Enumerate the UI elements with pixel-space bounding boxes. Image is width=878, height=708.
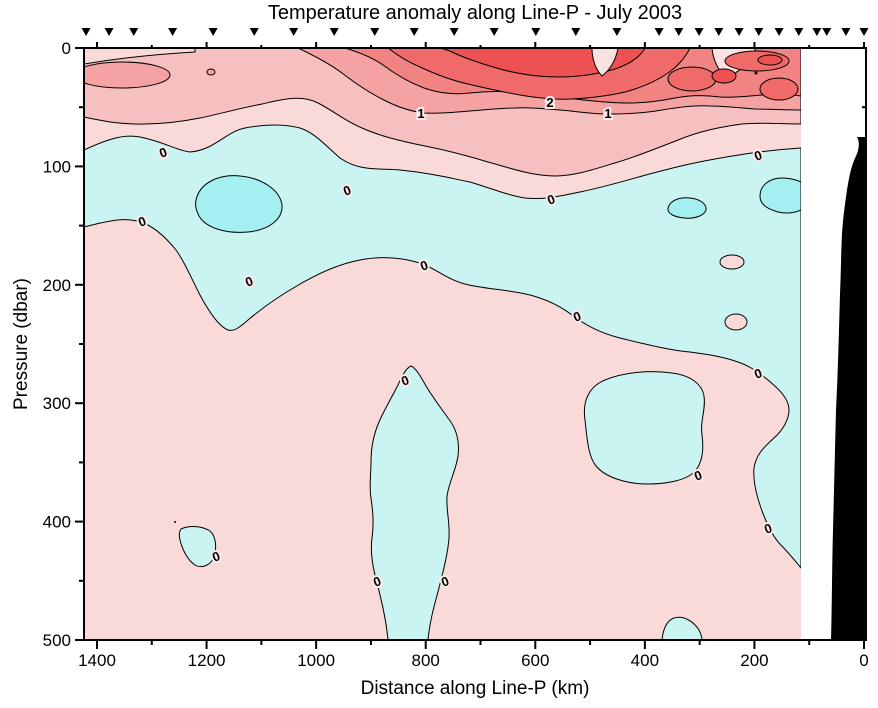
bathymetry-landmass [831, 137, 867, 640]
contour-field-group [84, 48, 801, 640]
contour-region-cyan-bottom-bump [661, 616, 703, 640]
contour-value-label: 1 [604, 106, 611, 121]
contour-region-cyan-upper-band [84, 124, 801, 569]
contour-warm-blob-r3 [667, 66, 717, 92]
contour-pink-hole-1 [719, 254, 745, 270]
station-marker-triangle-icon [694, 28, 704, 36]
station-marker-triangle-icon [794, 28, 804, 36]
station-marker-triangle-icon [449, 28, 459, 36]
contour-value-label: 1 [417, 106, 424, 121]
y-tick-label: 300 [43, 394, 71, 413]
contour-region-pale-wedge-1 [591, 48, 619, 77]
x-tick-label: 200 [740, 651, 768, 670]
contour-region-cyan-small-triangle [178, 526, 217, 568]
station-marker-triangle-icon [812, 28, 822, 36]
station-marker-triangle-icon [370, 28, 380, 36]
contour-speck-2 [174, 521, 176, 523]
contour-warm-blob-left [84, 61, 171, 89]
station-marker-triangle-icon [714, 28, 724, 36]
station-marker-triangle-icon [734, 28, 744, 36]
station-marker-triangle-icon [571, 28, 581, 36]
station-marker-triangle-icon [489, 28, 499, 36]
ticks-group [75, 42, 866, 649]
station-marker-triangle-icon [168, 28, 178, 36]
station-marker-triangle-icon [208, 28, 218, 36]
station-marker-triangle-icon [104, 28, 114, 36]
contour-value-label: 2 [546, 95, 553, 110]
x-tick-label: 1000 [297, 651, 335, 670]
y-tick-label: 400 [43, 513, 71, 532]
station-marker-triangle-icon [81, 28, 91, 36]
contour-pink-hole-2 [724, 313, 748, 331]
station-marker-triangle-icon [531, 28, 541, 36]
plot-title: Temperature anomaly along Line-P - July … [267, 2, 683, 24]
y-tick-label: 200 [43, 276, 71, 295]
x-tick-label: 0 [859, 651, 868, 670]
station-marker-triangle-icon [822, 28, 832, 36]
station-marker-triangle-icon [289, 28, 299, 36]
station-marker-triangle-icon [612, 28, 622, 36]
station-marker-triangle-icon [774, 28, 784, 36]
x-tick-label: 800 [412, 651, 440, 670]
station-marker-triangle-icon [674, 28, 684, 36]
contour-region-cyan-column [369, 365, 459, 640]
station-marker-triangle-icon [859, 28, 869, 36]
contour-warm-ring-small [206, 68, 216, 76]
contour-warm-blob-r4 [711, 68, 737, 84]
contour-warm-blob-r1-core [757, 54, 783, 66]
contour-region-cyan-core-left [195, 175, 283, 233]
y-tick-label: 500 [43, 631, 71, 650]
station-markers-group [81, 28, 869, 36]
x-tick-label: 1400 [78, 651, 116, 670]
tick-labels-group: 1400 1200 1000 800 600 400 200 0 0 100 200 300 400 50… [43, 39, 869, 670]
station-marker-triangle-icon [754, 28, 764, 36]
contour-region-cyan-core-right-1 [667, 197, 707, 219]
y-tick-label: 100 [43, 157, 71, 176]
station-marker-triangle-icon [654, 28, 664, 36]
x-tick-label: 1200 [188, 651, 226, 670]
station-marker-triangle-icon [129, 28, 139, 36]
station-marker-triangle-icon [841, 28, 851, 36]
station-marker-triangle-icon [409, 28, 419, 36]
contour-region-cyan-core-right-2 [759, 177, 801, 214]
contour-speck [754, 71, 758, 75]
station-marker-triangle-icon [329, 28, 339, 36]
contour-warm-blob-r2 [759, 77, 799, 101]
station-marker-triangle-icon [249, 28, 259, 36]
y-tick-label: 0 [62, 39, 71, 58]
x-axis-label: Distance along Line-P (km) [360, 678, 590, 699]
x-tick-label: 400 [631, 651, 659, 670]
x-tick-label: 600 [521, 651, 549, 670]
contour-region-cyan-lower-blob [583, 371, 705, 485]
